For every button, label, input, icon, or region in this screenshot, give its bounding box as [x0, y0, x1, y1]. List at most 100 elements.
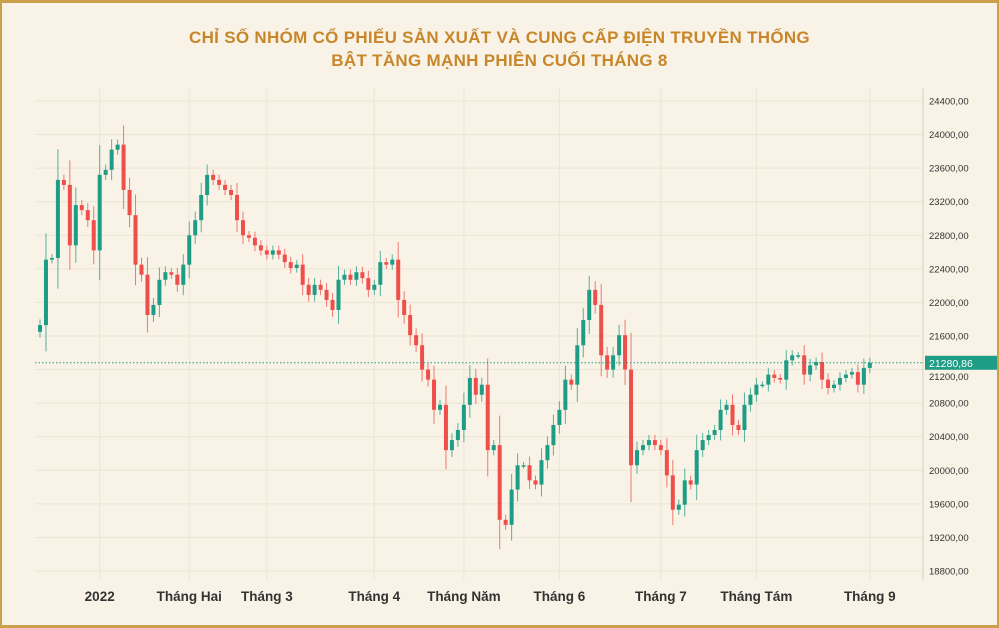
candle-down	[235, 195, 240, 221]
candle-up	[270, 250, 275, 255]
candle-down	[61, 179, 66, 185]
candle-up	[109, 149, 114, 170]
candle-up	[646, 440, 651, 446]
candle-up	[163, 272, 168, 280]
candle-up	[724, 404, 729, 410]
y-tick-label: 23200,00	[929, 197, 969, 208]
x-tick-label: Tháng 6	[534, 589, 586, 604]
candle-up	[43, 259, 48, 326]
y-tick-label: 21200,00	[929, 372, 969, 383]
candle-down	[503, 519, 508, 525]
candle-up	[294, 264, 299, 269]
candle-up	[682, 480, 687, 505]
candle-up	[790, 355, 795, 361]
y-tick-label: 20800,00	[929, 399, 969, 410]
candle-up	[38, 325, 42, 332]
y-tick-label: 20400,00	[929, 432, 969, 443]
candle-down	[497, 445, 502, 520]
candle-down	[443, 404, 448, 451]
candle-up	[509, 489, 514, 525]
y-tick-label: 19200,00	[929, 533, 969, 544]
candle-up	[491, 445, 496, 451]
last-price-label: 21280,86	[929, 358, 973, 370]
candle-down	[324, 289, 329, 300]
candle-down	[658, 445, 663, 451]
candle-down	[282, 254, 287, 263]
candle-up	[766, 374, 771, 385]
candle-down	[217, 179, 222, 185]
candle-up	[479, 384, 484, 395]
candle-up	[867, 362, 872, 368]
candle-up	[336, 279, 341, 310]
candle-down	[527, 465, 532, 481]
candle-down	[223, 184, 228, 190]
candle-down	[605, 355, 610, 370]
candle-down	[330, 299, 335, 310]
candle-down	[121, 144, 126, 190]
candle-down	[623, 335, 628, 370]
y-tick-label: 22800,00	[929, 231, 969, 242]
candle-up	[849, 372, 854, 375]
candle-down	[485, 384, 490, 451]
title-line-1: CHỈ SỐ NHÓM CỔ PHIẾU SẢN XUẤT VÀ CUNG CẤ…	[189, 28, 810, 47]
candle-up	[694, 450, 699, 485]
candle-down	[736, 424, 741, 430]
candle-up	[467, 377, 472, 405]
x-tick-label: Tháng 3	[241, 589, 293, 604]
candle-up	[796, 355, 801, 357]
candle-down	[300, 264, 305, 285]
candle-up	[199, 195, 204, 221]
candle-down	[664, 450, 669, 476]
candle-up	[55, 179, 60, 258]
y-tick-label: 22400,00	[929, 264, 969, 275]
candle-down	[599, 304, 604, 356]
candle-down	[855, 372, 860, 385]
candle-down	[384, 262, 389, 265]
x-tick-label: Tháng 7	[635, 589, 687, 604]
candle-up	[700, 440, 705, 451]
x-tick-label: 2022	[85, 589, 115, 604]
candle-down	[288, 262, 293, 269]
candle-down	[85, 210, 90, 221]
candle-down	[366, 278, 371, 290]
x-tick-label: Tháng 4	[348, 589, 400, 604]
candle-up	[837, 377, 842, 385]
candle-up	[676, 504, 681, 510]
candle-up	[832, 384, 837, 389]
candle-down	[145, 274, 150, 316]
y-tick-label: 24400,00	[929, 97, 969, 108]
candle-up	[581, 320, 586, 346]
candle-up	[342, 274, 347, 280]
candle-down	[473, 377, 478, 395]
candle-down	[211, 174, 216, 180]
candle-up	[372, 284, 377, 290]
candle-up	[461, 404, 466, 430]
candle-down	[778, 377, 783, 380]
candle-down	[670, 475, 675, 510]
candle-down	[258, 245, 263, 251]
x-tick-label: Tháng Tám	[720, 589, 792, 604]
candle-down	[91, 220, 96, 251]
candle-down	[629, 369, 634, 466]
candle-down	[229, 189, 234, 195]
candle-down	[414, 335, 419, 346]
y-tick-label: 21600,00	[929, 332, 969, 343]
y-tick-label: 20000,00	[929, 466, 969, 477]
candle-up	[205, 174, 210, 195]
candle-up	[181, 264, 186, 285]
candle-up	[437, 404, 442, 410]
candle-down	[688, 480, 693, 485]
candle-up	[449, 440, 454, 451]
candle-up	[193, 220, 198, 236]
title-line-2: BẬT TĂNG MẠNH PHIÊN CUỐI THÁNG 8	[331, 51, 668, 70]
chart-title: CHỈ SỐ NHÓM CỔ PHIẾU SẢN XUẤT VÀ CUNG CẤ…	[0, 26, 999, 72]
candle-up	[635, 450, 639, 466]
candle-up	[557, 409, 562, 425]
candle-up	[706, 435, 711, 441]
candle-up	[103, 169, 108, 175]
candle-up	[521, 465, 526, 467]
candle-down	[318, 284, 323, 290]
candle-down	[276, 250, 281, 255]
x-tick-label: Tháng 9	[844, 589, 896, 604]
candle-up	[748, 394, 753, 405]
